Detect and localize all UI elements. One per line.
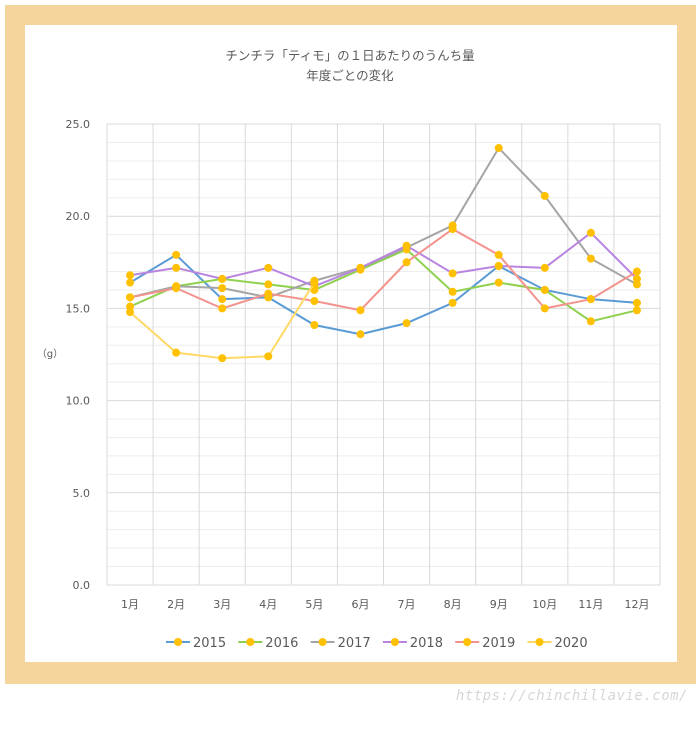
data-point (586, 317, 595, 326)
data-point (494, 261, 503, 270)
data-point (632, 306, 641, 315)
data-point (540, 191, 549, 200)
data-point (310, 278, 319, 287)
data-point (126, 293, 135, 302)
data-point (218, 295, 227, 304)
x-tick-label: 7月 (398, 598, 416, 611)
data-point (126, 302, 135, 311)
data-point (126, 278, 135, 287)
y-tick-label: 15.0 (66, 302, 91, 315)
legend-marker (463, 638, 472, 646)
legend-label: 2016 (265, 636, 298, 651)
legend-item: 2020 (527, 636, 588, 651)
legend-label: 2017 (338, 636, 371, 651)
data-point (448, 287, 457, 296)
data-point (540, 285, 549, 294)
x-tick-label: 9月 (490, 598, 508, 611)
y-tick-label: 25.0 (66, 118, 91, 131)
data-point (264, 280, 273, 289)
data-point (310, 320, 319, 329)
data-point (218, 274, 227, 283)
data-point (448, 298, 457, 307)
y-tick-label: 5.0 (73, 487, 91, 500)
data-point (126, 308, 135, 317)
data-point (402, 258, 411, 267)
data-point (356, 306, 365, 315)
x-tick-label: 10月 (532, 598, 557, 611)
data-point (218, 284, 227, 293)
data-point (494, 143, 503, 152)
data-point (402, 319, 411, 328)
data-point (310, 297, 319, 306)
data-point (356, 263, 365, 272)
series-2018 (126, 228, 641, 291)
data-point (402, 241, 411, 250)
chart-title: チンチラ「ティモ」の１日あたりのうんち量 (225, 48, 474, 63)
legend-item: 2015 (166, 636, 226, 651)
legend-item: 2017 (310, 636, 371, 651)
watermark: https://chinchillavie.com/ (455, 688, 688, 704)
legend-marker (246, 638, 255, 646)
data-point (172, 284, 181, 293)
data-point (264, 263, 273, 272)
data-point (632, 267, 641, 276)
data-point (632, 298, 641, 307)
y-tick-label: 10.0 (66, 395, 91, 408)
x-tick-label: 4月 (259, 598, 277, 611)
data-point (586, 228, 595, 237)
series-line (129, 248, 638, 323)
y-axis-label: （g） (37, 348, 63, 360)
data-point (356, 330, 365, 339)
series-line (129, 227, 638, 312)
data-point (540, 304, 549, 313)
data-point (218, 304, 227, 313)
data-point (586, 254, 595, 263)
x-tick-label: 5月 (305, 598, 323, 611)
legend-marker (174, 638, 182, 646)
data-point (494, 250, 503, 259)
data-point (494, 278, 503, 287)
legend-label: 2015 (193, 636, 226, 651)
legend-label: 2019 (482, 636, 515, 651)
x-tick-label: 12月 (624, 598, 649, 611)
data-point (172, 348, 181, 357)
data-point (632, 274, 641, 283)
data-point (218, 354, 227, 363)
data-point (264, 352, 273, 361)
data-point (586, 295, 595, 304)
legend-item: 2019 (455, 636, 515, 651)
legend-marker (390, 638, 399, 646)
x-tick-label: 6月 (351, 598, 369, 611)
x-tick-label: 11月 (578, 598, 603, 611)
chart-subtitle: 年度ごとの変化 (306, 68, 394, 83)
data-point (448, 225, 457, 234)
legend-label: 2020 (555, 636, 588, 651)
x-tick-label: 1月 (121, 598, 139, 611)
data-point (126, 271, 135, 280)
data-point (264, 289, 273, 298)
x-tick-label: 8月 (444, 598, 462, 611)
series-line (129, 253, 638, 336)
legend-label: 2018 (410, 636, 443, 651)
data-point (632, 280, 641, 289)
legend-item: 2018 (382, 636, 443, 651)
y-tick-label: 20.0 (66, 210, 91, 223)
data-point (540, 263, 549, 272)
legend-marker (318, 638, 327, 646)
series-2019 (126, 225, 641, 315)
x-tick-label: 3月 (213, 598, 231, 611)
legend-item: 2016 (238, 636, 298, 651)
data-point (172, 250, 181, 259)
series-line (129, 231, 638, 288)
data-point (172, 263, 181, 272)
data-point (448, 269, 457, 278)
x-tick-label: 2月 (167, 598, 185, 611)
y-tick-label: 0.0 (73, 579, 91, 592)
legend-marker (535, 638, 544, 646)
series-2020 (126, 278, 319, 363)
